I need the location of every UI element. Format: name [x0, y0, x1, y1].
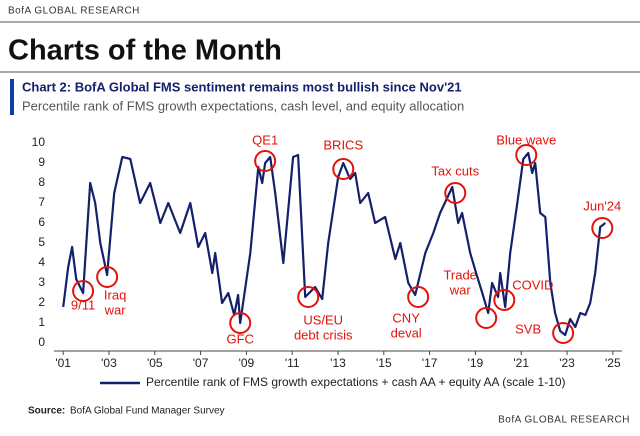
x-tick-label: '21 [513, 356, 529, 370]
y-tick-label: 10 [32, 135, 46, 149]
annotation-label: war [104, 302, 127, 317]
brand: BofA GLOBAL RESEARCH [8, 6, 140, 17]
x-tick-label: '23 [559, 356, 575, 370]
annotation-label: debt crisis [294, 327, 353, 342]
y-tick-label: 8 [38, 175, 45, 189]
x-tick-label: '17 [422, 356, 438, 370]
annotation-circle [96, 266, 119, 288]
y-tick-label: 6 [38, 215, 45, 229]
annotation-label: CNY [392, 310, 420, 325]
annotation-circle [475, 307, 498, 329]
annotation-circle [552, 322, 575, 344]
annotation-label: SVB [515, 321, 541, 336]
series-line [62, 151, 606, 337]
x-tick-label: '25 [605, 356, 621, 370]
x-tick-label: '01 [55, 356, 71, 370]
footer-brand: BofA GLOBAL RESEARCH [498, 415, 630, 426]
x-tick-label: '13 [330, 356, 346, 370]
annotation-circle [591, 217, 614, 239]
annotation-label: 9/11 [71, 297, 95, 312]
annotation-label: Trade [443, 267, 476, 282]
annotation-circle [297, 286, 320, 308]
annotation-circle [515, 144, 538, 166]
y-tick-label: 3 [38, 275, 45, 289]
y-tick-label: 2 [38, 295, 45, 309]
source-label: Source: [28, 406, 65, 417]
y-tick-label: 0 [38, 335, 45, 349]
annotation-label: US/EU [303, 312, 343, 327]
x-tick-label: '11 [285, 356, 300, 370]
annotation-label: war [449, 282, 472, 297]
annotation-label: Jun'24 [583, 198, 621, 213]
annotation-circle [444, 182, 467, 204]
annotation-label: QE1 [252, 132, 278, 147]
x-tick-label: '07 [193, 356, 209, 370]
annotation-circle [254, 150, 277, 172]
x-tick-label: '03 [101, 356, 117, 370]
source: BofA Global Fund Manager Survey [70, 406, 225, 417]
accent-bar [10, 79, 14, 115]
y-tick-label: 5 [38, 235, 45, 249]
annotation-label: deval [391, 325, 422, 340]
annotation-circle [229, 312, 252, 334]
y-tick-label: 7 [38, 195, 45, 209]
x-tick-label: '15 [376, 356, 392, 370]
y-tick-label: 1 [38, 315, 45, 329]
annotation-label: Blue wave [496, 132, 556, 147]
annotation-circle [493, 289, 516, 311]
chart-subtitle: Percentile rank of FMS growth expectatio… [22, 98, 464, 113]
y-tick-label: 4 [38, 255, 45, 269]
annotation-label: GFC [226, 331, 253, 346]
annotation-circle [72, 280, 95, 302]
legend-label: Percentile rank of FMS growth expectatio… [146, 375, 566, 389]
annotation-label: COVID [512, 277, 553, 292]
page-title: Charts of the Month [8, 35, 282, 67]
chart-title: Chart 2: BofA Global FMS sentiment remai… [22, 79, 462, 94]
annotation-label: Tax cuts [431, 163, 479, 178]
x-tick-label: '19 [468, 356, 484, 370]
x-tick-label: '09 [239, 356, 255, 370]
annotation-label: BRICS [323, 137, 363, 152]
annotation-circle [407, 286, 430, 308]
annotation-circle [332, 158, 355, 180]
annotation-label: Iraq [104, 287, 126, 302]
y-tick-label: 9 [38, 155, 45, 169]
x-tick-label: '05 [147, 356, 163, 370]
